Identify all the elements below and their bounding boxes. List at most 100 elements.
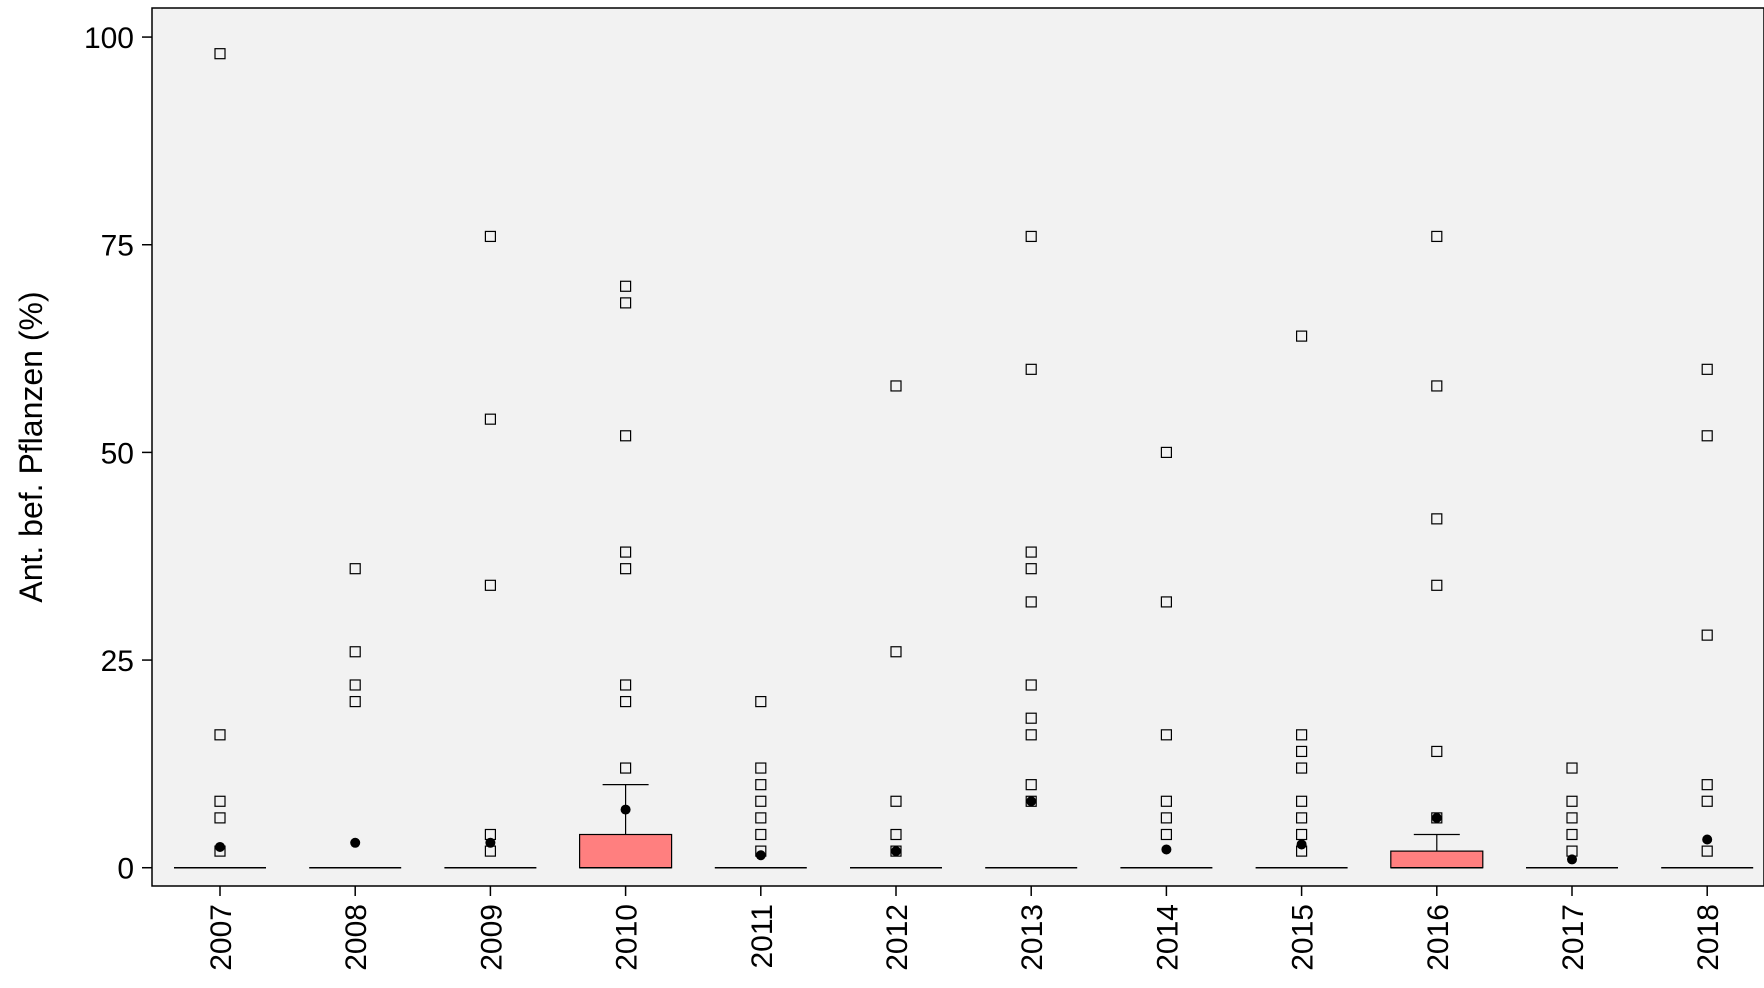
x-tick-label: 2010 [611,904,644,971]
outlier-point [890,646,902,658]
outlier-point [1160,812,1173,824]
outlier-point [755,812,767,824]
outlier-point [1025,596,1037,608]
outlier-point [1160,729,1173,741]
outlier-point [1566,828,1578,841]
outlier-point [890,795,902,807]
x-tick-label: 2013 [1016,904,1049,971]
outlier-point [619,546,632,558]
y-axis: 0 25 50 75 100 [84,22,152,886]
outlier-point [1025,563,1037,575]
outlier-point [349,563,361,575]
y-tick-label: 0 [117,853,134,886]
outlier-point [1025,230,1037,243]
outlier-point [1025,679,1037,691]
outlier-point [349,695,361,708]
y-tick-label: 50 [101,437,134,470]
x-tick-label: 2007 [205,904,238,971]
outlier-point [755,828,767,841]
outlier-point [214,729,226,741]
outlier-point [619,695,632,708]
outlier-point [1025,712,1037,724]
outlier-point [619,762,632,774]
outlier-point [755,695,767,708]
outlier-point [1701,363,1713,375]
outlier-point [1701,779,1713,791]
outlier-point [1160,795,1173,807]
outlier-point [1160,596,1173,608]
outlier-point [484,230,496,243]
outlier-point [619,280,632,292]
outlier-point [1431,745,1443,758]
box-2017 [1526,762,1618,869]
mean-point [1431,812,1442,823]
x-tick-label: 2017 [1557,904,1590,971]
outlier-point [214,48,226,60]
y-axis-title: Ant. bef. Pflanzen (%) [13,291,49,602]
x-tick-label: 2014 [1151,904,1184,971]
outlier-point [1701,629,1713,641]
outlier-point [1295,745,1308,758]
box-2010 [578,280,673,869]
outlier-point [890,828,902,841]
box-2007 [174,48,266,869]
outlier-point [755,795,767,807]
x-axis: 2007 2008 2009 2010 2011 2012 2013 2014 2015 2016… [205,886,1725,971]
outlier-point [1025,546,1037,558]
box-2016 [1390,230,1484,869]
outlier-point [619,679,632,691]
iqr-box [578,833,673,869]
mean-point [485,837,496,848]
y-tick-label: 25 [101,645,134,678]
outlier-point [890,380,902,392]
outlier-point [484,413,496,425]
outlier-point [1025,363,1037,375]
outlier-point [619,430,632,442]
mean-point [1026,796,1037,807]
boxes-layer [174,48,1754,869]
mean-point [1567,854,1577,865]
outlier-point [619,563,632,575]
y-tick-label: 100 [84,22,134,55]
mean-point [1161,844,1172,855]
x-tick-label: 2016 [1422,904,1455,971]
outlier-point [1431,380,1443,392]
y-tick-label: 75 [101,230,134,263]
box-2015 [1255,330,1348,869]
outlier-point [349,646,361,658]
outlier-point [1701,430,1713,442]
mean-point [891,846,901,857]
outlier-point [1701,845,1713,857]
mean-point [350,837,361,848]
outlier-point [1295,812,1308,824]
outlier-point [1431,230,1443,243]
outlier-point [214,795,226,807]
box-2011 [714,695,807,869]
box-2014 [1120,446,1213,869]
box-2008 [309,563,402,869]
mean-point [215,841,225,852]
outlier-point [1295,729,1308,741]
plot-area [151,7,1764,887]
outlier-point [1025,729,1037,741]
iqr-box [1390,850,1484,869]
outlier-point [1160,828,1173,841]
x-tick-label: 2011 [746,904,779,969]
mean-point [620,804,631,815]
outlier-point [1566,812,1578,824]
mean-point [1296,839,1307,850]
outlier-point [1160,446,1173,458]
outlier-point [1566,795,1578,807]
x-tick-label: 2018 [1692,904,1725,971]
box-2013 [985,230,1078,869]
box-2009 [444,230,537,869]
outlier-point [1566,762,1578,774]
box-2018 [1661,363,1754,869]
x-tick-label: 2009 [475,904,508,971]
outlier-point [755,779,767,791]
outlier-point [1701,795,1713,807]
outlier-point [1431,579,1443,591]
outlier-point [1295,762,1308,774]
outlier-point [755,762,767,774]
